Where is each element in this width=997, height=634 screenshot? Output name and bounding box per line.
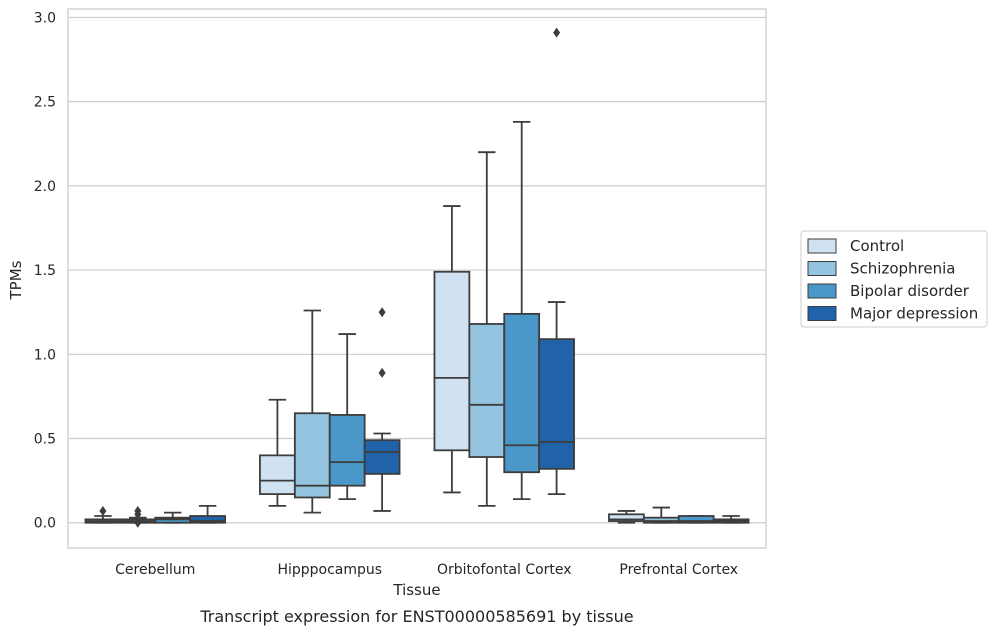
legend-label: Bipolar disorder bbox=[850, 282, 970, 300]
y-tick-label: 2.0 bbox=[34, 179, 56, 195]
outlier-point bbox=[378, 307, 386, 318]
box-group bbox=[712, 515, 750, 524]
box-group bbox=[84, 505, 122, 524]
y-tick-label: 1.5 bbox=[34, 263, 56, 279]
box-iqr bbox=[189, 515, 226, 524]
box-group bbox=[608, 510, 645, 524]
box-group bbox=[154, 511, 192, 524]
box-iqr bbox=[293, 412, 331, 499]
y-axis-title: TPMs bbox=[7, 260, 25, 300]
outlier-point bbox=[134, 509, 142, 520]
x-tick-label: Orbitofontal Cortex bbox=[437, 562, 572, 578]
box-group bbox=[363, 307, 401, 512]
plot-area-frame bbox=[67, 8, 767, 549]
box-group bbox=[189, 504, 226, 524]
box-iqr bbox=[328, 414, 366, 487]
box-group bbox=[468, 151, 506, 507]
box-iqr bbox=[363, 439, 401, 475]
y-tick-label: 0.0 bbox=[34, 516, 56, 532]
x-tick-label: Cerebellum bbox=[115, 562, 195, 578]
plot-boxes bbox=[84, 27, 750, 528]
legend-swatch bbox=[807, 238, 837, 254]
outlier-point bbox=[134, 517, 142, 528]
outlier-point bbox=[553, 27, 561, 38]
x-axis-title: Tissue bbox=[392, 581, 440, 599]
x-tick-label: Hipppocampus bbox=[277, 562, 382, 578]
box-iqr bbox=[538, 338, 575, 470]
x-tick-label: Prefrontal Cortex bbox=[619, 562, 738, 578]
legend-swatch bbox=[807, 283, 837, 299]
y-axis-ticks: 0.0 0.5 1.0 1.5 2.0 2.5 3.0 bbox=[34, 10, 56, 531]
box-group bbox=[538, 27, 575, 496]
legend-label: Major depression bbox=[850, 305, 978, 323]
y-tick-label: 3.0 bbox=[34, 10, 56, 26]
x-axis-ticks: Cerebellum Hipppocampus Orbitofontal Corte… bbox=[115, 562, 738, 578]
y-tick-label: 0.5 bbox=[34, 432, 56, 448]
y-tick-label: 2.5 bbox=[34, 95, 56, 111]
legend: Control Schizophrenia Bipolar disorder Majo… bbox=[800, 230, 988, 328]
legend-swatch bbox=[807, 306, 837, 321]
legend-swatch bbox=[807, 261, 837, 276]
box-iqr bbox=[433, 270, 471, 452]
legend-label: Schizophrenia bbox=[850, 260, 955, 278]
outlier-point bbox=[378, 367, 386, 378]
gridlines bbox=[68, 16, 766, 524]
legend-frame bbox=[800, 230, 988, 328]
box-group bbox=[677, 515, 715, 524]
y-tick-label: 1.0 bbox=[34, 347, 56, 363]
box-group bbox=[119, 505, 157, 528]
box-iqr bbox=[259, 454, 296, 495]
box-group bbox=[259, 398, 296, 507]
legend-label: Control bbox=[850, 237, 904, 255]
box-group bbox=[433, 205, 471, 494]
chart-caption: Transcript expression for ENST0000058569… bbox=[199, 607, 633, 626]
outlier-point bbox=[99, 505, 107, 516]
box-group bbox=[328, 333, 366, 501]
box-group bbox=[503, 120, 541, 501]
box-iqr bbox=[503, 312, 541, 474]
box-group bbox=[642, 506, 680, 524]
box-iqr bbox=[468, 323, 506, 458]
box-group bbox=[293, 309, 331, 514]
